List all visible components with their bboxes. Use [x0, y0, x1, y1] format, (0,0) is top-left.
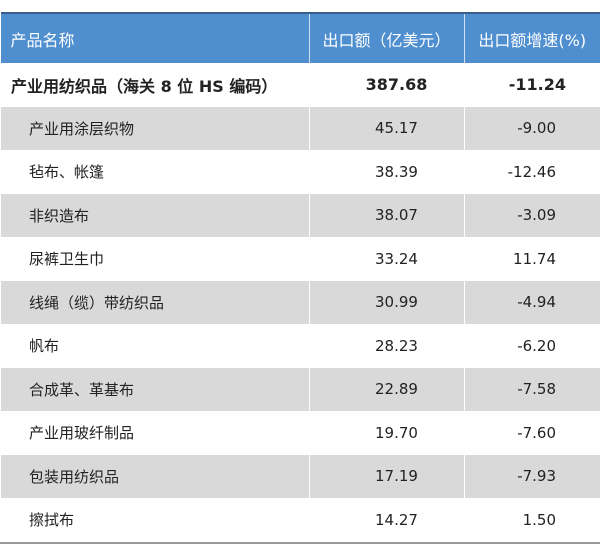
total-row: 产业用纺织品（海关 8 位 HS 编码） 387.68 -11.24 — [0, 63, 600, 107]
table-row: 帆布 28.23 -6.20 — [0, 324, 600, 368]
table-row: 擦拭布 14.27 1.50 — [0, 498, 600, 543]
row-amount: 14.27 — [308, 498, 464, 543]
header-export-growth: 出口额增速(%) — [463, 13, 600, 63]
row-name: 合成革、革基布 — [0, 367, 309, 411]
row-amount: 38.07 — [308, 193, 464, 237]
row-growth: -7.93 — [463, 454, 600, 498]
row-name: 线绳（缆）带纺织品 — [0, 280, 309, 324]
table-row: 尿裤卫生巾 33.24 11.74 — [0, 237, 600, 281]
row-growth: 1.50 — [463, 498, 600, 543]
row-amount: 45.17 — [308, 106, 464, 150]
table-row: 非织造布 38.07 -3.09 — [0, 193, 600, 237]
row-growth: -3.09 — [463, 193, 600, 237]
table-row: 产业用玻纤制品 19.70 -7.60 — [0, 411, 600, 455]
table-row: 毡布、帐篷 38.39 -12.46 — [0, 150, 600, 194]
row-growth: -4.94 — [463, 280, 600, 324]
row-amount: 19.70 — [308, 411, 464, 455]
row-amount: 17.19 — [308, 454, 464, 498]
header-row: 产品名称 出口额（亿美元） 出口额增速(%) — [0, 13, 600, 63]
row-name: 擦拭布 — [0, 498, 309, 543]
row-name: 尿裤卫生巾 — [0, 237, 309, 281]
row-name: 非织造布 — [0, 193, 309, 237]
row-amount: 33.24 — [308, 237, 464, 281]
row-growth: -6.20 — [463, 324, 600, 368]
total-amount: 387.68 — [308, 63, 464, 107]
table-row: 包装用纺织品 17.19 -7.93 — [0, 454, 600, 498]
row-amount: 30.99 — [308, 280, 464, 324]
row-growth: -12.46 — [463, 150, 600, 194]
row-growth: -7.60 — [463, 411, 600, 455]
row-amount: 38.39 — [308, 150, 464, 194]
row-growth: -7.58 — [463, 367, 600, 411]
row-growth: 11.74 — [463, 237, 600, 281]
row-name: 毡布、帐篷 — [0, 150, 309, 194]
row-growth: -9.00 — [463, 106, 600, 150]
header-product-name: 产品名称 — [0, 13, 309, 63]
row-amount: 28.23 — [308, 324, 464, 368]
table-row: 产业用涂层织物 45.17 -9.00 — [0, 106, 600, 150]
total-growth: -11.24 — [463, 63, 600, 107]
export-table: 产品名称 出口额（亿美元） 出口额增速(%) 产业用纺织品（海关 8 位 HS … — [0, 12, 600, 544]
table-row: 合成革、革基布 22.89 -7.58 — [0, 367, 600, 411]
header-export-amount: 出口额（亿美元） — [308, 13, 464, 63]
table-row: 线绳（缆）带纺织品 30.99 -4.94 — [0, 280, 600, 324]
row-name: 包装用纺织品 — [0, 454, 309, 498]
row-name: 产业用涂层织物 — [0, 106, 309, 150]
total-name: 产业用纺织品（海关 8 位 HS 编码） — [0, 63, 309, 107]
row-name: 产业用玻纤制品 — [0, 411, 309, 455]
row-amount: 22.89 — [308, 367, 464, 411]
row-name: 帆布 — [0, 324, 309, 368]
